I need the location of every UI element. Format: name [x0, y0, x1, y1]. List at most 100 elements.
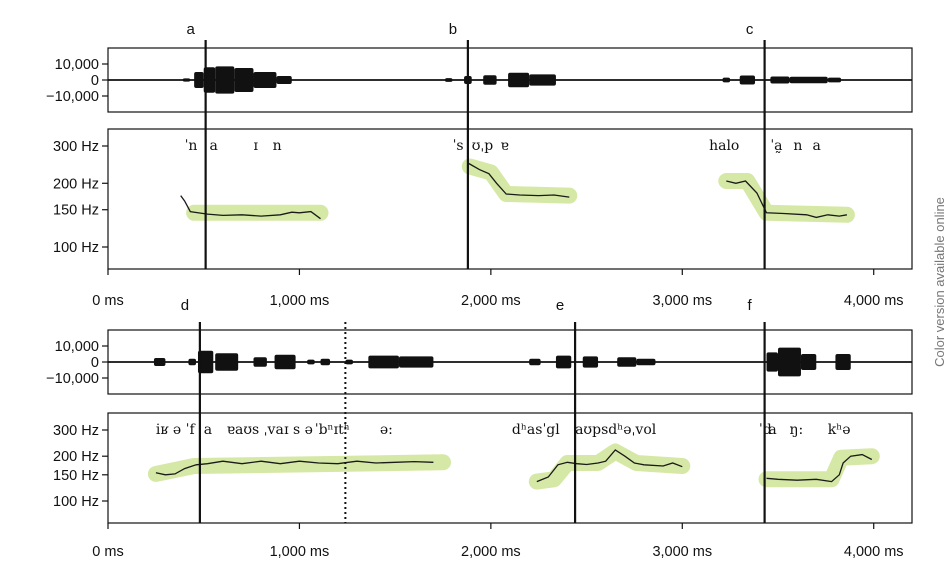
panel-c-transcription-segment: n — [793, 138, 802, 154]
row-1-f0-tick-label: 200 Hz — [53, 176, 99, 192]
panel-b-transcription-segment: ˈs — [453, 138, 464, 154]
panel-f-waveform-burst — [766, 352, 778, 372]
row-1-f0-tick-label: 300 Hz — [53, 139, 99, 155]
panel-e-waveform-burst — [582, 356, 599, 368]
panel-d-waveform-burst — [307, 359, 315, 365]
row-1-time-tick-label: 1,000 ms — [270, 293, 330, 309]
panel-d-waveform-burst — [188, 358, 197, 366]
panel-d-waveform-burst — [345, 359, 354, 365]
row-2-f0-tick-label: 300 Hz — [53, 423, 99, 439]
panel-b-transcription-segment: ʊˌp — [472, 138, 494, 154]
row-1-f0-tick-label: 150 Hz — [53, 203, 99, 219]
panel-d-transcription-segment: ə: — [380, 422, 393, 438]
panel-f-waveform-burst — [800, 354, 817, 370]
panel-c-waveform-burst — [722, 77, 731, 83]
row-1-amp-tick-label: 0 — [91, 73, 99, 89]
row-2-f0-tick-label: 150 Hz — [53, 468, 99, 484]
panel-b-waveform-burst — [483, 75, 497, 85]
panel-d-waveform-burst — [253, 357, 267, 367]
panel-c-waveform-burst — [827, 77, 842, 83]
panel-e-label: e — [556, 297, 564, 314]
row-1-time-tick-label: 0 ms — [92, 293, 123, 309]
panel-a-waveform-burst — [253, 72, 277, 88]
panel-b-label: b — [449, 21, 457, 38]
panel-e-waveform-burst — [529, 358, 541, 366]
panel-f-waveform-burst — [778, 347, 801, 377]
panel-f-transcription-segment: kʰə — [828, 422, 851, 438]
panel-c-waveform-burst — [739, 75, 756, 85]
panel-d-waveform-burst — [197, 350, 214, 374]
panel-a-label: a — [186, 21, 195, 38]
panel-d-waveform-burst — [153, 358, 166, 366]
panel-a-waveform-burst — [182, 78, 191, 82]
row-2-time-tick-label: 3,000 ms — [652, 544, 712, 560]
panel-f-transcription-segment: ŋ: — [789, 422, 803, 438]
panel-d-transcription-segment: a — [204, 422, 212, 438]
panel-c-waveform-burst — [770, 76, 790, 84]
panel-c-f0-trace — [726, 180, 848, 219]
panel-d-waveform-burst — [398, 356, 434, 368]
row-2-amp-tick-label: −10,000 — [46, 371, 99, 387]
panel-b-highlight-band — [461, 158, 578, 204]
panel-a-waveform-burst — [194, 72, 204, 88]
panel-b-waveform-burst — [444, 78, 453, 82]
row-1-time-tick-label: 3,000 ms — [652, 293, 712, 309]
panel-f-highlight-band — [758, 448, 880, 488]
panel-d-waveform-burst — [368, 355, 399, 369]
panel-c-transcription-segment: ˈa̰ — [770, 138, 782, 154]
row-1-amp-tick-label: −10,000 — [46, 89, 99, 105]
panel-d-waveform-burst — [320, 358, 331, 366]
panel-d-transcription-segment: ˈbⁿɪtʰ — [315, 422, 350, 438]
panel-a-transcription-segment: ɪ — [253, 138, 258, 154]
panel-c-label: c — [746, 21, 754, 38]
panel-a-waveform-burst — [215, 66, 235, 94]
row-2-time-tick-label: 1,000 ms — [270, 544, 330, 560]
panel-f-transcription-segment: ˈd — [759, 422, 772, 438]
row-2-time-tick-label: 0 ms — [92, 544, 123, 560]
panel-a-transcription-segment: a — [209, 138, 217, 154]
row-1-f0-tick-label: 100 Hz — [53, 240, 99, 256]
row-2-time-tick-label: 4,000 ms — [844, 544, 904, 560]
panel-a-f0-trace — [180, 195, 321, 220]
row-1-pitch-frame — [107, 128, 913, 270]
panel-f-waveform-burst — [835, 354, 851, 370]
panel-b-f0-trace — [468, 162, 570, 198]
panel-d-transcription-segment: iʁ ə ˈf — [156, 422, 197, 438]
panel-d-transcription-segment: ɪ s ə — [284, 422, 313, 438]
panel-e-f0-trace — [536, 449, 683, 483]
panel-b-waveform-burst — [508, 72, 530, 88]
row-1-time-tick-label: 4,000 ms — [844, 293, 904, 309]
row-2-pitch-frame — [107, 412, 913, 524]
row-2-f0-tick-label: 200 Hz — [53, 449, 99, 465]
panel-f-transcription-segment: a — [768, 422, 776, 438]
panel-c-highlight-band — [718, 173, 855, 223]
row-2-amp-tick-label: 10,000 — [55, 339, 99, 355]
panel-e-waveform-burst — [555, 355, 572, 369]
row-1-amp-tick-label: 10,000 — [55, 57, 99, 73]
panel-e-waveform-burst — [636, 358, 656, 366]
panel-d-waveform-burst — [274, 354, 296, 370]
row-1-time-tick-label: 2,000 ms — [461, 293, 521, 309]
panel-a-transcription-segment: ˈn — [185, 138, 198, 154]
panel-d-label: d — [181, 297, 189, 314]
panel-e-transcription-segment: dʰasˈgl — [512, 422, 560, 438]
panel-c-transcription-segment: halo — [709, 138, 739, 154]
panel-d-f0-trace — [155, 460, 434, 476]
panel-a-waveform-burst — [234, 68, 254, 92]
row-2-f0-tick-label: 100 Hz — [53, 494, 99, 510]
panel-a-transcription-segment: n — [273, 138, 282, 154]
panel-b-waveform-burst — [529, 74, 556, 86]
panel-d-transcription-segment: ɐaʊs ˌva — [227, 422, 284, 438]
panel-f-label: f — [748, 297, 753, 314]
row-2-amp-tick-label: 0 — [91, 355, 99, 371]
panel-e-transcription-segment: aʊpsdʰəˌvol — [575, 422, 657, 438]
color-version-note: Color version available online — [932, 197, 947, 367]
panel-d-waveform-burst — [215, 353, 239, 371]
panel-b-transcription-segment: ɐ — [500, 138, 508, 154]
panel-e-waveform-burst — [617, 357, 637, 367]
panel-a-waveform-burst — [276, 76, 292, 84]
panel-c-waveform-burst — [789, 76, 828, 84]
panel-f-f0-trace — [766, 453, 873, 483]
